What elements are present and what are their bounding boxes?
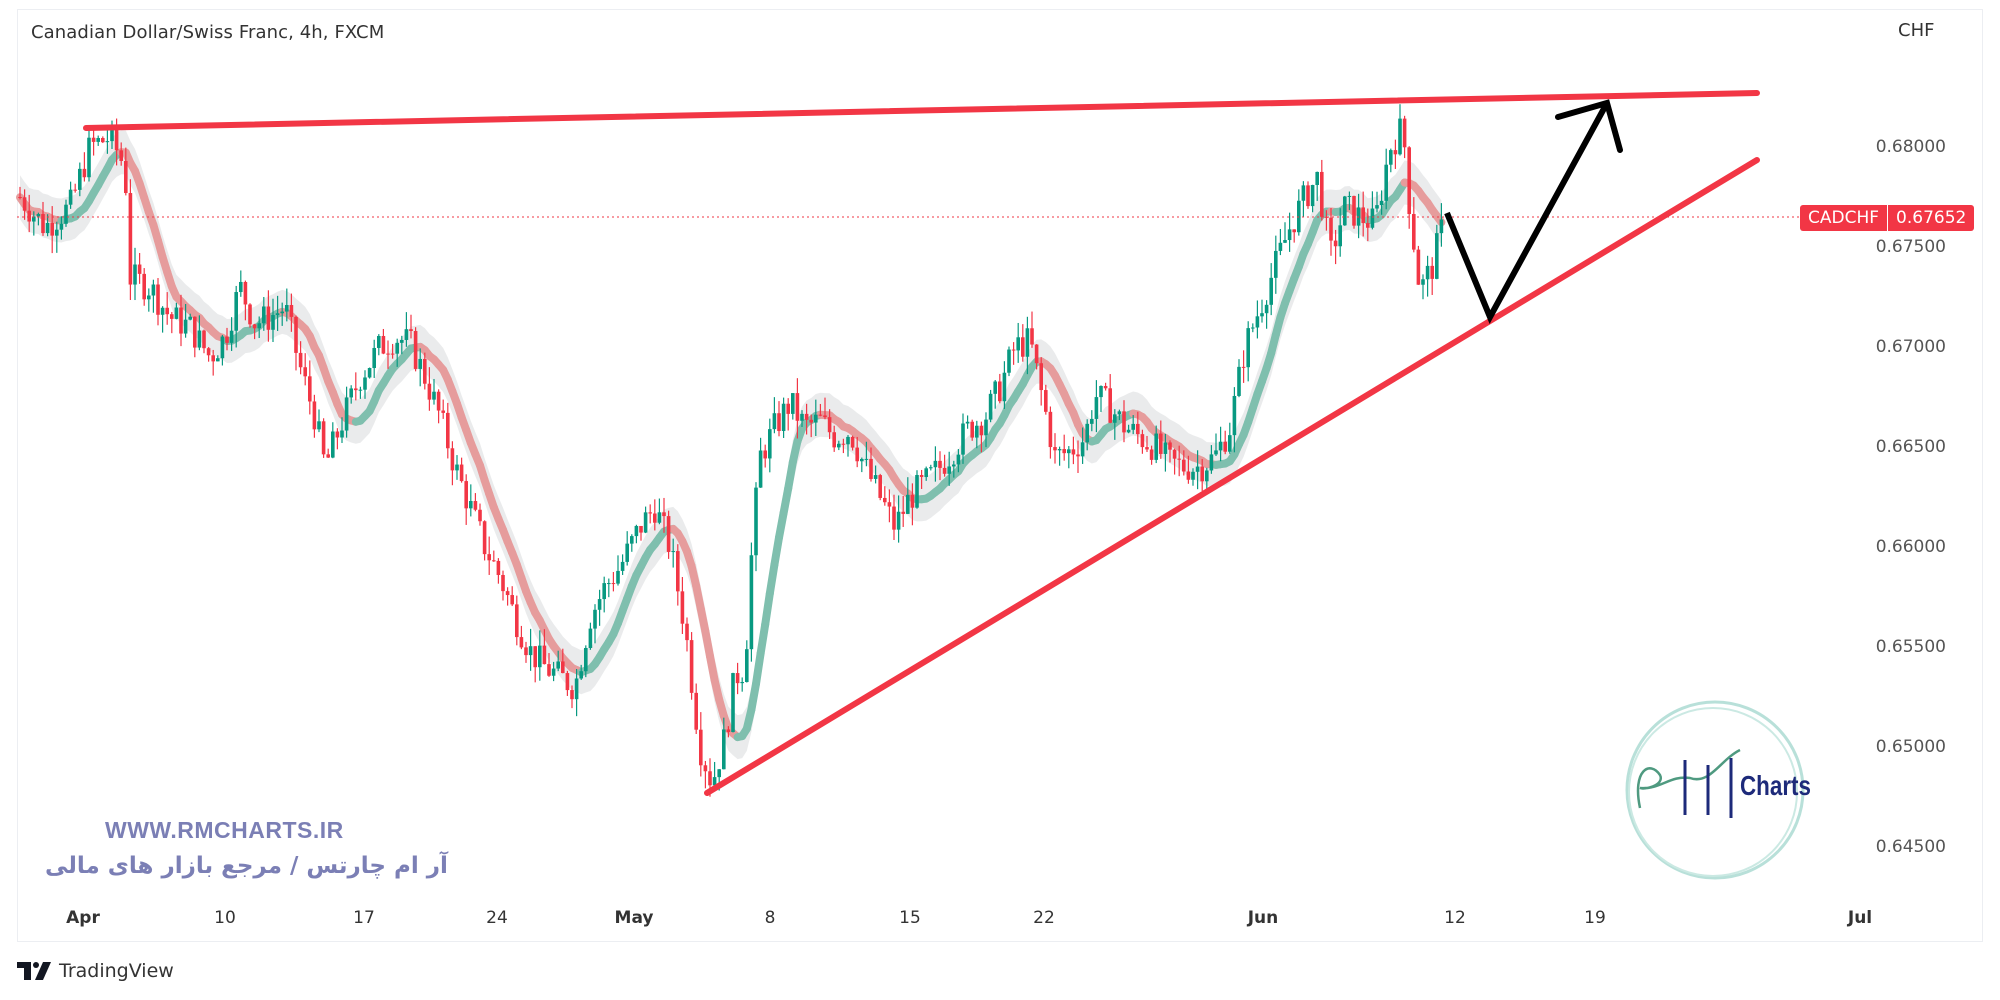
date-tick-label: 15 bbox=[899, 908, 921, 928]
date-tick-label: 12 bbox=[1444, 908, 1466, 928]
last-price: 0.67652 bbox=[1887, 205, 1975, 231]
price-tick-label: 0.67500 bbox=[1875, 237, 1946, 257]
price-tick-label: 0.66500 bbox=[1875, 437, 1946, 457]
arrow-head-icon bbox=[1555, 99, 1623, 153]
rmcharts-logo-icon bbox=[1625, 700, 1805, 880]
date-tick-label: 19 bbox=[1584, 908, 1606, 928]
currency-label: CHF bbox=[1898, 20, 1935, 41]
tradingview-logo-icon bbox=[17, 962, 51, 980]
projection-path[interactable] bbox=[1444, 101, 1610, 324]
price-tick-label: 0.64500 bbox=[1875, 837, 1946, 857]
price-tick-label: 0.65000 bbox=[1875, 737, 1946, 757]
symbol-price-tag: CADCHF 0.67652 bbox=[1800, 205, 1975, 231]
candlestick-series bbox=[18, 104, 1444, 797]
price-tick-label: 0.66000 bbox=[1875, 537, 1946, 557]
price-tick-label: 0.67000 bbox=[1875, 337, 1946, 357]
price-tick-label: 0.65500 bbox=[1875, 637, 1946, 657]
price-tick-label: 0.68000 bbox=[1875, 137, 1946, 157]
date-tick-label: 10 bbox=[214, 908, 236, 928]
symbol-name: CADCHF bbox=[1800, 205, 1888, 231]
tradingview-label: TradingView bbox=[59, 960, 174, 982]
support-trendline[interactable] bbox=[704, 157, 1760, 796]
watermark-tagline: آر ام چارتس / مرجع بازار های مالی bbox=[45, 853, 448, 879]
logo-wordmark: Charts bbox=[1740, 770, 1811, 801]
date-tick-label: 22 bbox=[1033, 908, 1055, 928]
date-tick-label: 24 bbox=[486, 908, 508, 928]
date-tick-label: Jun bbox=[1247, 908, 1279, 928]
date-tick-label: Jul bbox=[1847, 908, 1873, 928]
date-tick-label: 8 bbox=[764, 908, 776, 928]
date-tick-label: May bbox=[614, 908, 654, 928]
resistance-trendline[interactable] bbox=[83, 90, 1760, 131]
date-tick-label: 17 bbox=[353, 908, 375, 928]
watermark-site: WWW.RMCHARTS.IR bbox=[105, 817, 344, 843]
chart-title: Canadian Dollar/Swiss Franc, 4h, FXCM bbox=[31, 22, 385, 43]
tradingview-branding[interactable]: TradingView bbox=[17, 960, 174, 982]
date-tick-label: Apr bbox=[66, 908, 100, 928]
